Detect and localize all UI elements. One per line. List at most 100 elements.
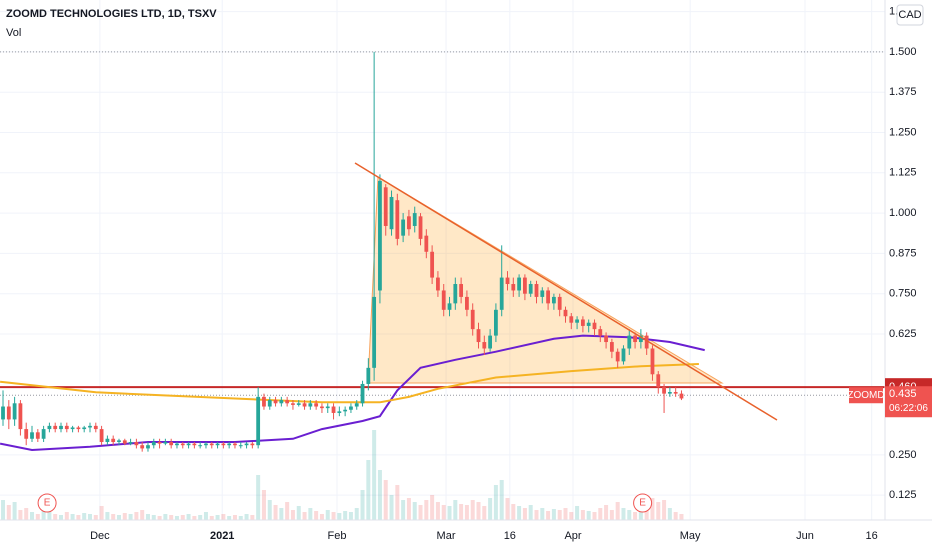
- candle-body: [488, 335, 493, 349]
- y-tick-label: 1.: [889, 6, 898, 18]
- candle-body: [354, 403, 359, 407]
- candle-body: [30, 432, 34, 439]
- candle-body: [215, 443, 220, 446]
- candle-body: [505, 277, 510, 285]
- volume-bar: [128, 514, 133, 520]
- volume-bar: [302, 512, 307, 520]
- candle-body: [621, 348, 626, 362]
- candle-body: [47, 425, 52, 430]
- volume-bar: [186, 514, 191, 520]
- volume-bar: [493, 485, 498, 520]
- candle-body: [609, 342, 614, 352]
- candle-body: [372, 296, 377, 368]
- volume-bar: [70, 514, 75, 520]
- volume-bar: [122, 513, 127, 520]
- volume-bar: [111, 514, 116, 520]
- volume-bar: [290, 510, 295, 520]
- x-tick-label: Mar: [437, 530, 456, 542]
- volume-bar: [308, 508, 313, 520]
- candle-body: [557, 296, 562, 310]
- candle-body: [650, 348, 655, 375]
- volume-bar: [215, 515, 220, 520]
- volume-bar: [244, 514, 249, 520]
- candle-body: [204, 443, 208, 446]
- candle-body: [662, 387, 666, 394]
- volume-bar: [238, 516, 243, 520]
- volume-bar: [395, 485, 400, 520]
- x-tick-label: May: [680, 530, 701, 542]
- volume-bar: [12, 502, 17, 520]
- volume-bar: [354, 508, 359, 520]
- candle-body: [569, 316, 574, 323]
- volume-bar: [319, 514, 324, 520]
- volume-bar: [93, 515, 98, 520]
- candle-body: [546, 290, 550, 304]
- currency-label[interactable]: CAD: [898, 9, 921, 21]
- y-tick-label: 1.125: [889, 167, 917, 179]
- candle-body: [1, 406, 5, 420]
- volume-bar: [151, 515, 156, 520]
- volume-bar: [30, 512, 35, 520]
- volume-bar: [522, 508, 527, 520]
- volume-bar: [157, 516, 162, 520]
- candle-body: [198, 445, 203, 447]
- candle-body: [633, 335, 637, 343]
- candle-body: [82, 427, 87, 430]
- volume-bar: [174, 516, 179, 520]
- volume-bar: [667, 508, 672, 520]
- candle-body: [627, 335, 632, 349]
- volume-bar: [169, 515, 174, 520]
- x-tick-label: 16: [866, 530, 878, 542]
- volume-bar: [441, 505, 446, 520]
- volume-bar: [435, 502, 440, 520]
- candle-body: [186, 443, 191, 446]
- volume-bar: [6, 505, 11, 520]
- volume-bar: [383, 480, 388, 520]
- y-tick-label: 1.000: [889, 207, 917, 219]
- candle-body: [267, 400, 272, 407]
- candle-body: [88, 425, 92, 428]
- candle-body: [517, 277, 522, 291]
- currency-button[interactable]: [896, 4, 924, 26]
- candle-body: [105, 438, 110, 442]
- volume-bar: [59, 515, 64, 520]
- volume-bar: [424, 500, 429, 520]
- volume-bar: [517, 506, 522, 520]
- volume-bar: [140, 510, 145, 520]
- volume-bar: [656, 502, 661, 520]
- y-tick-label: 0.625: [889, 328, 917, 340]
- volume-bar: [53, 514, 58, 520]
- volume-bar: [360, 490, 365, 520]
- volume-bar: [203, 512, 208, 520]
- trend-line: [354, 162, 778, 421]
- y-tick-label: 0.750: [889, 288, 917, 300]
- candle-body: [453, 284, 458, 304]
- volume-pane: [1, 430, 684, 520]
- candle-body: [192, 443, 197, 446]
- volume-bar: [337, 513, 342, 520]
- candle-body: [638, 335, 643, 343]
- candle-body: [395, 200, 400, 239]
- volume-bar: [406, 498, 411, 520]
- volume-bar: [285, 502, 290, 520]
- volume-bar: [488, 498, 493, 520]
- volume-bar: [377, 470, 382, 520]
- candle-body: [157, 441, 162, 444]
- candle-body: [470, 309, 475, 330]
- candle-body: [499, 277, 504, 310]
- candle-body: [378, 180, 382, 291]
- candle-body: [412, 213, 417, 226]
- volume-bar: [673, 512, 678, 520]
- candle-body: [140, 445, 145, 449]
- triangle-drawing: [367, 176, 724, 384]
- volume-bar: [198, 515, 203, 520]
- candle-body: [117, 440, 121, 442]
- volume-bar: [261, 490, 266, 520]
- candle-body: [233, 443, 237, 446]
- volume-bar: [464, 505, 469, 520]
- candle-body: [244, 443, 249, 446]
- candle-body: [540, 290, 545, 297]
- candle-body: [262, 396, 266, 407]
